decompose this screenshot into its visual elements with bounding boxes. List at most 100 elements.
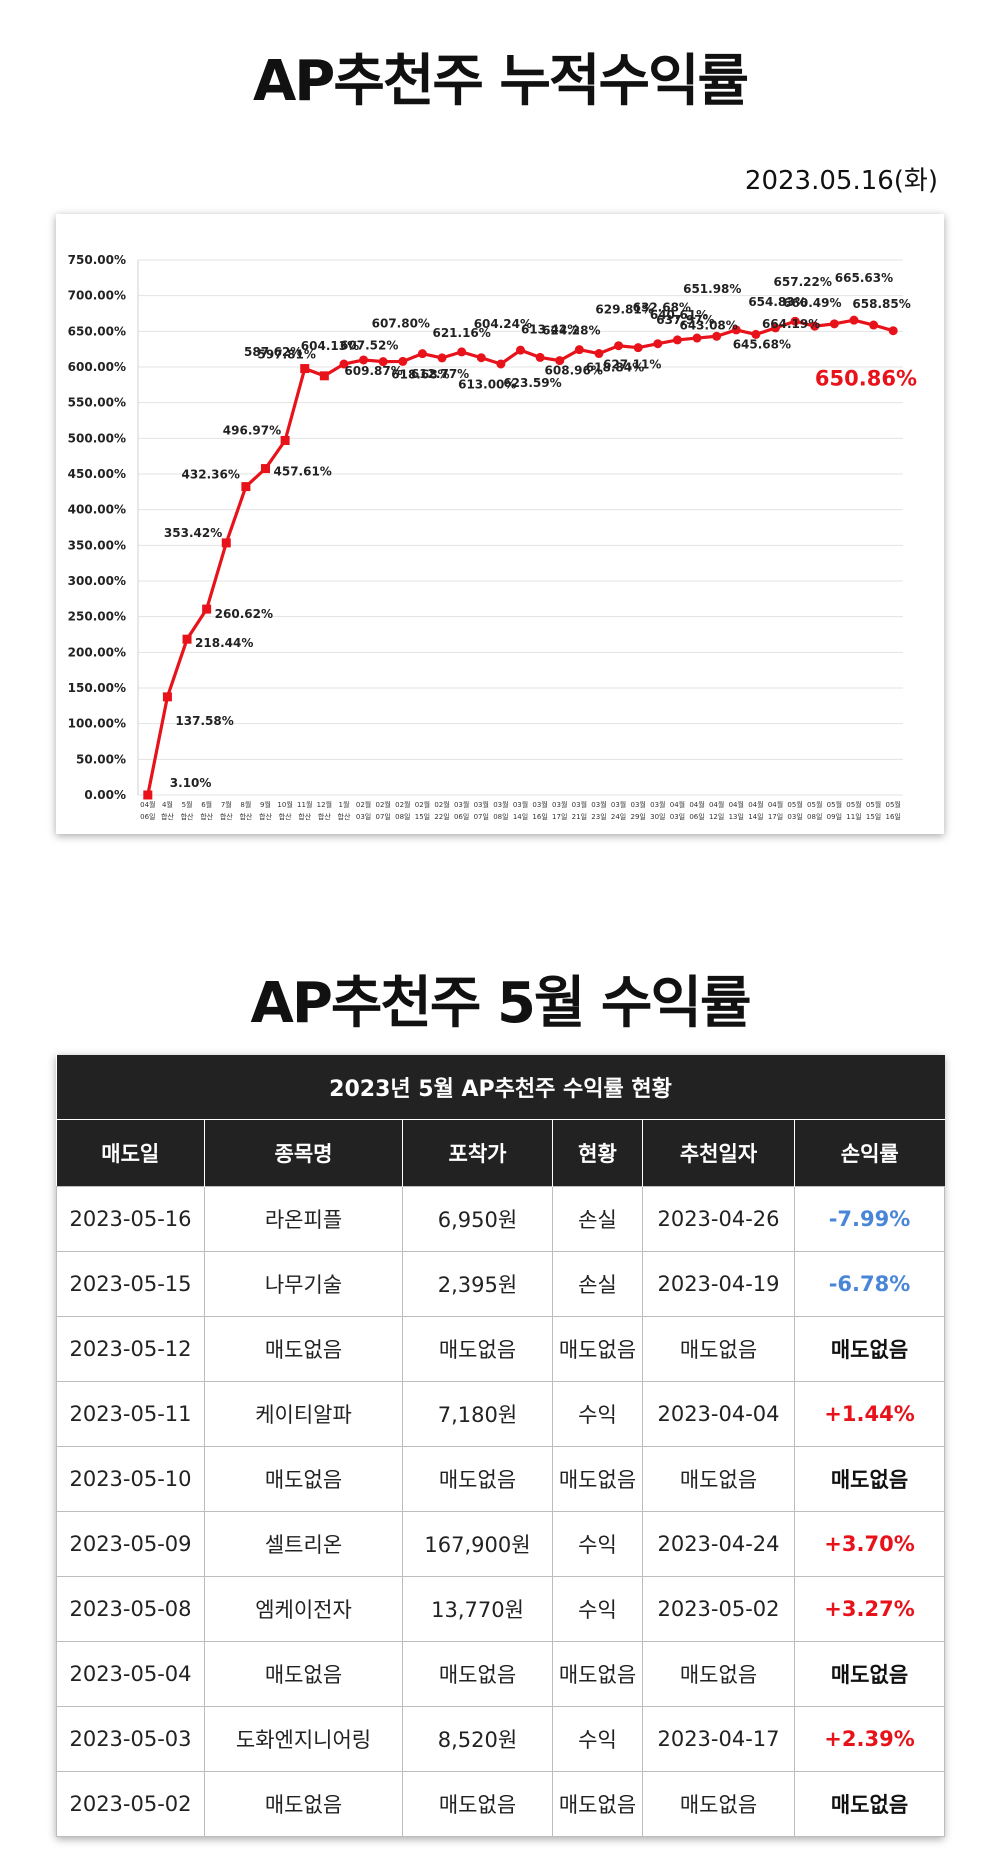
x-tick-label: 합산 — [181, 812, 194, 821]
data-label: 432.36% — [182, 468, 240, 482]
data-point — [790, 316, 800, 326]
table-row: 2023-05-04 매도없음 매도없음 매도없음 매도없음 매도없음 — [56, 1641, 946, 1707]
x-tick-label: 04월 — [670, 800, 685, 809]
table-cell: 2023-05-03 — [56, 1706, 205, 1772]
table-cell: 7,180원 — [402, 1381, 553, 1447]
column-header: 추천일자 — [642, 1119, 795, 1187]
x-tick-label: 합산 — [298, 812, 311, 821]
table-cell: 매도없음 — [204, 1641, 403, 1707]
table-caption: 2023년 5월 AP추천주 수익률 현황 — [56, 1055, 945, 1120]
data-point — [731, 325, 741, 335]
x-tick-label: 합산 — [220, 812, 233, 821]
x-tick-label: 05월 — [886, 800, 901, 809]
column-header: 포착가 — [402, 1119, 553, 1187]
data-point — [594, 349, 604, 359]
data-label: 3.10% — [170, 776, 212, 790]
x-tick-label: 16일 — [886, 812, 901, 821]
data-point — [202, 604, 212, 614]
table-cell: 2023-04-26 — [642, 1186, 795, 1252]
table-cell: 167,900원 — [402, 1511, 553, 1577]
table-row: 2023-05-02 매도없음 매도없음 매도없음 매도없음 매도없음 — [56, 1771, 946, 1837]
data-label: 613.42% — [521, 322, 579, 336]
y-tick-label: 300.00% — [68, 574, 126, 588]
data-point — [398, 356, 408, 366]
column-header: 매도일 — [56, 1119, 205, 1187]
data-label: 618.68% — [391, 368, 449, 382]
data-label: 651.98% — [683, 282, 741, 296]
table-cell: 라온피플 — [204, 1186, 403, 1252]
table-cell: 도화엔지니어링 — [204, 1706, 403, 1772]
x-tick-label: 06일 — [454, 812, 469, 821]
table-cell: 손실 — [552, 1251, 643, 1317]
table-row: 2023-05-16 라온피플 6,950원 손실 2023-04-26 -7.99% — [56, 1186, 946, 1252]
x-tick-label: 합산 — [200, 812, 213, 821]
data-point — [516, 345, 525, 355]
x-tick-label: 08일 — [395, 812, 410, 821]
data-point — [771, 323, 780, 333]
x-tick-label: 03월 — [611, 800, 626, 809]
table-cell: +2.39% — [793, 1706, 946, 1772]
x-tick-label: 13일 — [729, 812, 744, 821]
x-tick-label: 05월 — [846, 800, 861, 809]
cumulative-return-chart: 750.00% 700.00% 650.00% 600.00% 550.00% 500.0… — [56, 214, 944, 834]
y-tick-label: 450.00% — [68, 467, 126, 481]
data-point — [437, 353, 447, 363]
data-label: 643.08% — [679, 318, 737, 332]
data-point — [829, 319, 839, 329]
data-point — [869, 320, 879, 330]
data-label: 623.59% — [503, 376, 561, 390]
x-tick-label: 합산 — [279, 812, 292, 821]
data-label: 629.81% — [595, 303, 653, 317]
y-tick-label: 350.00% — [68, 538, 126, 552]
table-cell: 엠케이전자 — [204, 1576, 403, 1642]
x-tick-label: 16일 — [532, 812, 547, 821]
data-label: 597.81% — [258, 348, 316, 362]
x-tick-label: 17일 — [768, 812, 783, 821]
x-tick-label: 03일 — [356, 812, 371, 821]
report-date: 2023.05.16(화) — [744, 166, 938, 196]
data-label: 657.22% — [774, 275, 832, 289]
data-label: 645.68% — [733, 337, 791, 351]
table-cell: 손실 — [552, 1186, 643, 1252]
x-tick-label: 21일 — [572, 812, 587, 821]
x-tick-label: 14일 — [748, 812, 763, 821]
data-point — [417, 349, 427, 359]
x-tick-label: 06일 — [140, 812, 155, 821]
table-cell: 매도없음 — [402, 1316, 553, 1382]
data-point — [457, 347, 467, 357]
table-cell: 2023-04-04 — [642, 1381, 795, 1447]
data-label: 496.97% — [223, 423, 281, 437]
data-point — [888, 326, 898, 336]
monthly-title: AP추천주 5월 수익률 — [250, 971, 752, 1036]
data-point — [692, 333, 702, 343]
data-point — [555, 356, 565, 366]
data-point — [751, 329, 761, 339]
table-cell: 2023-05-04 — [56, 1641, 205, 1707]
x-tick-label: 03일 — [670, 812, 685, 821]
data-point — [261, 464, 270, 474]
data-label: 637.97% — [656, 313, 714, 327]
x-tick-label: 4월 — [162, 800, 173, 809]
table-cell: 2023-05-16 — [56, 1186, 205, 1252]
x-tick-label: 03월 — [650, 800, 665, 809]
x-tick-label: 15일 — [866, 812, 881, 821]
y-tick-label: 500.00% — [68, 431, 126, 445]
y-tick-label: 750.00% — [68, 253, 126, 267]
data-point — [378, 357, 388, 367]
x-tick-label: 15일 — [415, 812, 430, 821]
data-label: 624.28% — [542, 324, 600, 338]
data-label: 654.83% — [748, 295, 806, 309]
table-cell: 매도없음 — [204, 1316, 403, 1382]
table-cell: 2023-05-09 — [56, 1511, 205, 1577]
x-tick-label: 08일 — [807, 812, 822, 821]
data-label: 587.62% — [244, 345, 302, 359]
data-label: 604.13% — [301, 339, 359, 353]
data-point — [162, 692, 172, 702]
x-tick-label: 02월 — [356, 800, 371, 809]
x-tick-label: 04월 — [709, 800, 724, 809]
table-cell: 매도없음 — [642, 1771, 795, 1837]
table-cell: 매도없음 — [402, 1771, 553, 1837]
y-tick-label: 100.00% — [68, 717, 126, 731]
table-row: 2023-05-11 케이티알파 7,180원 수익 2023-04-04 +1.44% — [56, 1381, 946, 1447]
data-label: 457.61% — [274, 465, 332, 479]
